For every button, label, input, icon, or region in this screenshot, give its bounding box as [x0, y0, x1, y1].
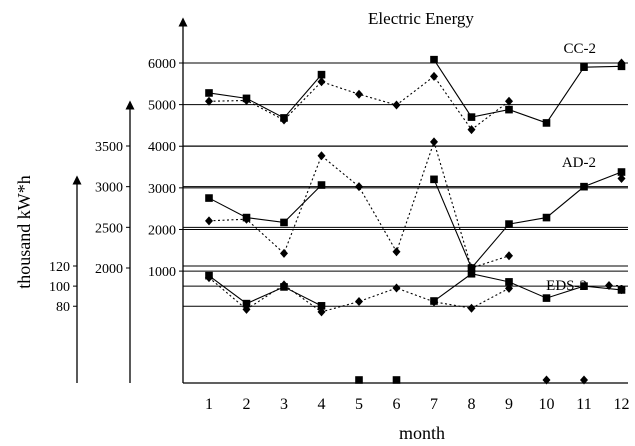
data-point-diamond: [392, 283, 401, 293]
panel-label: AD-2: [562, 155, 596, 171]
y-tick-label: 3000: [95, 181, 123, 196]
data-point-diamond: [317, 151, 326, 161]
x-tick-label: 5: [355, 396, 363, 413]
data-point-diamond: [355, 297, 363, 307]
y-axis-label: thousand kW*h: [14, 175, 34, 288]
panel-label: CC-2: [563, 41, 596, 57]
x-tick-label: 9: [505, 396, 513, 413]
data-point-square: [317, 70, 326, 79]
data-point-square: [355, 376, 363, 384]
x-ticks: 1 2 3 4 5 6 7 8 9 10 11 12: [205, 396, 630, 413]
series-line-square: [208, 184, 322, 224]
data-point-diamond: [542, 375, 551, 385]
series-layer: [205, 55, 626, 385]
data-point-diamond: [580, 375, 588, 385]
x-tick-label: 12: [614, 396, 630, 413]
x-tick-label: 1: [205, 396, 213, 413]
series-line-diamond: [208, 277, 510, 313]
data-point-diamond: [280, 248, 288, 258]
y-tick-label: 2000: [148, 223, 176, 238]
series-line-diamond: [208, 75, 510, 131]
x-tick-label: 6: [393, 396, 401, 413]
x-tick-label: 8: [468, 396, 476, 413]
x-tick-label: 4: [318, 396, 326, 413]
data-point-diamond: [617, 58, 626, 68]
series-line-square: [208, 275, 322, 307]
y-tick-label: 80: [56, 300, 70, 315]
x-tick-label: 2: [243, 396, 251, 413]
chart-title: Electric Energy: [368, 9, 474, 28]
y-tick-label: 2500: [95, 221, 123, 236]
data-point-diamond: [355, 182, 363, 192]
x-axis-label: month: [399, 423, 445, 443]
data-point-diamond: [617, 174, 626, 184]
x-tick-label: 7: [430, 396, 438, 413]
y-tick-label: 100: [49, 280, 70, 295]
series-line-square: [433, 59, 622, 124]
y-tick-label: 1000: [148, 265, 176, 280]
axes: 1000 2000 3000 4000 5000 6000 2000 2500 3000 3500…: [49, 17, 628, 384]
x-tick-label: 10: [539, 396, 555, 413]
series-line-square: [208, 74, 322, 119]
panel-labels: CC-2 AD-2 EDS-2: [546, 41, 624, 294]
data-point-diamond: [617, 285, 626, 295]
legend-diamond: [605, 281, 613, 290]
data-point-diamond: [280, 280, 288, 290]
y-tick-label: 4000: [148, 140, 176, 155]
data-point-diamond: [317, 77, 326, 87]
x-tick-label: 3: [280, 396, 288, 413]
data-point-diamond: [505, 96, 513, 106]
data-point-diamond: [430, 71, 438, 81]
y-tick-label: 5000: [148, 99, 176, 114]
y-tick-label: 3500: [95, 140, 123, 155]
series-line-square: [433, 273, 622, 302]
x-tick-label: 11: [576, 396, 591, 413]
y-tick-label: 3000: [148, 182, 176, 197]
y-tick-label: 2000: [95, 262, 123, 277]
gridlines: [183, 62, 628, 307]
panel-label: EDS-2: [546, 278, 587, 294]
y-tick-label: 120: [49, 260, 70, 275]
series-line-diamond: [208, 140, 510, 269]
series-line-square: [433, 171, 622, 270]
y-tick-label: 6000: [148, 57, 176, 72]
data-point-diamond: [430, 297, 438, 307]
data-point-diamond: [467, 303, 476, 313]
data-point-square: [392, 376, 401, 384]
